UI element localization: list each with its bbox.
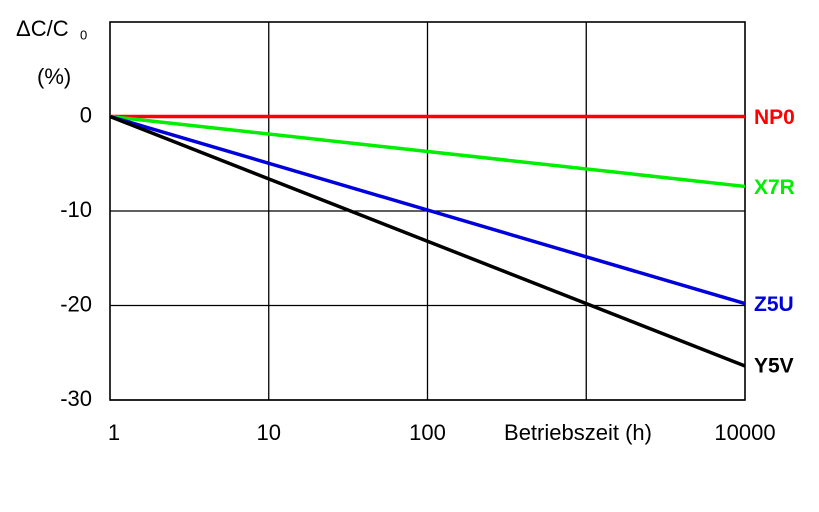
x-tick-label: 100	[409, 420, 446, 445]
y-tick-label: -10	[60, 197, 92, 222]
series-line	[109, 114, 746, 306]
y-axis-unit: (%)	[37, 64, 71, 89]
y-tick-label: -20	[60, 291, 92, 316]
y-axis-label-subscript: 0	[80, 27, 87, 42]
y-tick-label: -30	[60, 386, 92, 411]
plot-frame	[109, 21, 746, 401]
x-tick-label: 10	[257, 420, 281, 445]
series-line	[109, 114, 746, 189]
x-tick-label: 1	[108, 420, 120, 445]
y-axis-label: ΔC/C	[16, 16, 69, 41]
series-label: NP0	[754, 106, 795, 129]
series-label: X7R	[754, 176, 795, 199]
series-label: Z5U	[754, 293, 794, 316]
x-tick-label: 10000	[714, 420, 775, 445]
series-label: Y5V	[754, 355, 794, 378]
x-axis-label: Betriebszeit (h)	[504, 420, 652, 445]
y-tick-label: 0	[80, 102, 92, 127]
series-line	[109, 114, 746, 368]
